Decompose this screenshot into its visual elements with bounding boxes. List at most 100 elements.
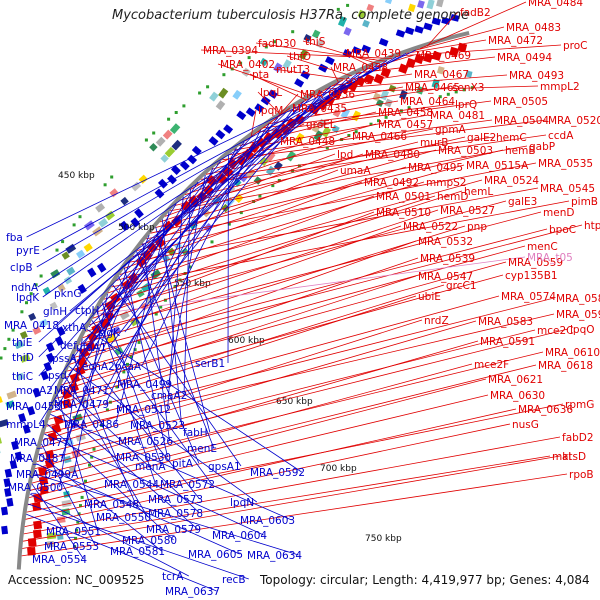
- forward-gene-label: MRA_0503: [438, 145, 493, 157]
- forward-gene-label: MRA_0610: [545, 347, 600, 359]
- annotation-block: [83, 220, 95, 231]
- reverse-gene-leader: [101, 76, 350, 311]
- reverse-gene-label: MRA_0499A: [16, 469, 79, 481]
- annotation-block: [14, 340, 25, 350]
- reverse-gene-label: thiC: [12, 371, 33, 383]
- forward-gene-leader: [245, 107, 291, 142]
- forward-gene-label: groEL: [306, 119, 336, 131]
- dot-mark: [39, 274, 43, 278]
- dot-mark: [210, 240, 214, 244]
- forward-gene-label: MRA_0524: [484, 175, 539, 187]
- reverse-gene-label: lpqK: [16, 292, 40, 304]
- reverse-cds-mark: [6, 497, 14, 507]
- forward-gene-leader: [79, 225, 466, 345]
- reverse-cds-mark: [245, 107, 256, 117]
- reverse-gene-leader: [38, 135, 253, 377]
- reverse-gene-label: fabH: [183, 427, 208, 439]
- annotation-block: [362, 19, 370, 28]
- reverse-gene-leader: [41, 443, 96, 547]
- reverse-cds-mark: [351, 46, 362, 55]
- kbp-tick-label: 450 kbp: [58, 171, 95, 181]
- forward-gene-label: MRA_0522: [403, 221, 458, 233]
- annotation-block: [465, 70, 473, 78]
- reverse-gene-label: ndhA: [11, 282, 39, 294]
- forward-gene-label: MRA_0495: [408, 162, 463, 174]
- forward-gene-label: MRA_0504: [494, 115, 549, 127]
- reverse-gene-label: MRA_0573: [148, 494, 203, 506]
- reverse-gene-leader: [27, 503, 249, 580]
- forward-gene-label: mmpL2: [540, 81, 580, 93]
- reverse-gene-label: MRA_0486: [64, 419, 119, 431]
- dot-mark: [227, 222, 231, 226]
- dot-mark: [188, 265, 192, 269]
- annotation-block: [0, 437, 2, 446]
- reverse-cds-mark: [167, 174, 177, 185]
- forward-gene-leader: [274, 93, 299, 120]
- forward-gene-label: MRA_0515A: [466, 160, 529, 172]
- reverse-gene-label: fba: [6, 232, 23, 244]
- annotation-block: [83, 243, 93, 252]
- dot-mark: [126, 362, 129, 366]
- reverse-gene-leader: [57, 394, 98, 532]
- rna-gene-label: MRA_t05: [527, 252, 573, 264]
- annotation-block: [145, 295, 155, 305]
- dot-mark: [354, 130, 358, 134]
- reverse-gene-leader: [61, 259, 131, 459]
- forward-gene-label: rpoB: [569, 469, 594, 481]
- reverse-cds-mark: [254, 103, 265, 113]
- annotation-block: [436, 0, 445, 8]
- forward-gene-leader: [24, 423, 511, 527]
- forward-gene-leader: [61, 261, 507, 386]
- reverse-gene-label: MRA_0512: [116, 404, 171, 416]
- reverse-gene-leader: [142, 243, 170, 442]
- forward-gene-label: MRA_0402: [220, 59, 275, 71]
- kbp-tick-label: 650 kbp: [276, 397, 313, 407]
- dot-mark: [122, 370, 126, 374]
- forward-gene-leader: [358, 56, 496, 74]
- reverse-gene-label: MRA_0499: [117, 379, 172, 391]
- reverse-gene-label: MRA_0526: [118, 436, 173, 448]
- forward-gene-leader: [179, 141, 419, 201]
- forward-gene-label: MRA_0493: [509, 70, 564, 82]
- reverse-gene-leader: [29, 493, 189, 577]
- reverse-gene-leader: [68, 141, 245, 376]
- annotation-block: [372, 92, 381, 102]
- annotation-block: [6, 390, 17, 400]
- dot-mark: [206, 85, 210, 89]
- dot-mark: [297, 164, 301, 168]
- reverse-cds-mark: [18, 413, 27, 423]
- forward-gene-label: mce2F: [474, 359, 509, 371]
- annotation-block: [131, 181, 142, 192]
- forward-gene-label: menC: [527, 241, 558, 253]
- reverse-cds-mark: [423, 22, 433, 31]
- dot-mark: [80, 495, 84, 499]
- forward-gene-label: MRA_0532: [418, 236, 473, 248]
- forward-gene-leader: [28, 378, 487, 498]
- forward-gene-leader: [195, 134, 547, 185]
- annotation-block: [245, 168, 256, 180]
- reverse-cds-mark: [267, 89, 278, 99]
- annotation-block: [63, 276, 73, 285]
- dot-mark: [377, 119, 380, 123]
- reverse-cds-mark: [154, 188, 165, 199]
- forward-gene-leader: [128, 187, 539, 263]
- dot-mark: [273, 40, 277, 44]
- forward-gene-label: MRA_0636: [518, 404, 573, 416]
- dot-mark: [76, 520, 80, 524]
- forward-gene-leader: [325, 74, 508, 90]
- dot-mark: [3, 347, 7, 351]
- forward-gene-label: MRA_0492: [364, 177, 419, 189]
- forward-gene-label: hemC: [496, 132, 527, 144]
- forward-gene-leader: [250, 109, 257, 137]
- accession-text: Accession: NC_009525: [8, 573, 145, 587]
- forward-gene-leader: [426, 11, 459, 47]
- reverse-cds-mark: [361, 44, 371, 54]
- forward-gene-label: mce2C: [537, 325, 573, 337]
- reverse-gene-leader: [26, 49, 417, 238]
- reverse-cds-mark: [3, 478, 11, 488]
- annotation-block: [253, 176, 263, 185]
- dot-mark: [84, 479, 87, 483]
- annotation-block: [169, 123, 181, 134]
- annotation-block: [61, 251, 70, 260]
- forward-gene-label: lpqM: [258, 105, 283, 117]
